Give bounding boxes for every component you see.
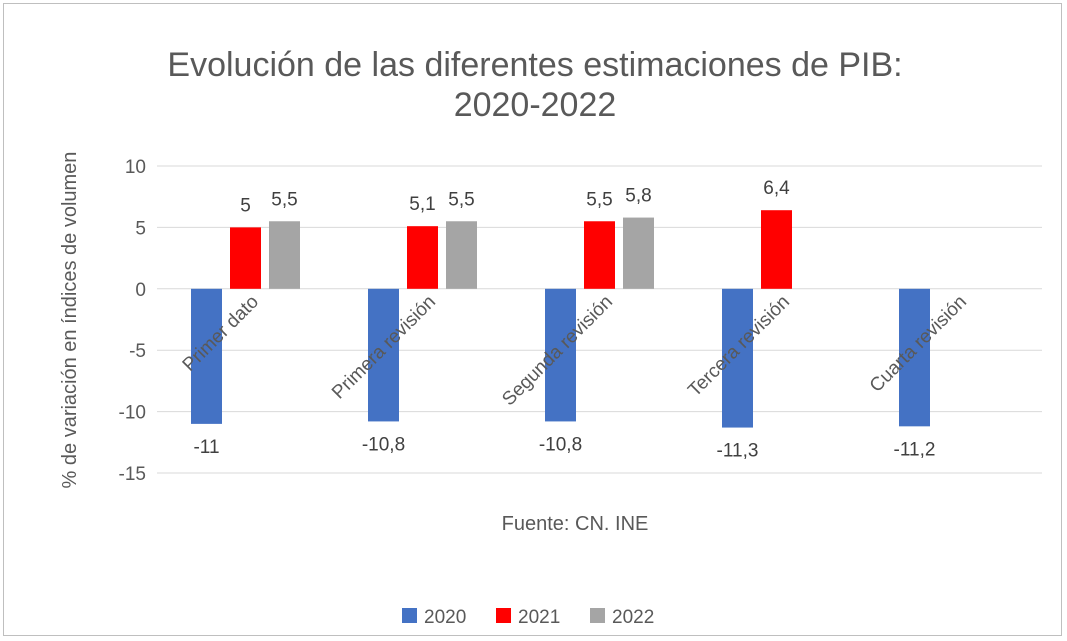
legend-label-2020: 2020 [424,607,466,628]
legend-swatch-2021 [496,608,511,623]
data-label-2021-4: 6,4 [763,178,790,199]
bar-2021-2 [407,226,438,289]
y-tick-label: -10 [119,403,146,424]
bar-2022-1 [269,221,300,289]
bar-2021-4 [761,210,792,289]
y-tick-label: 10 [125,157,146,178]
y-tick-label: -5 [129,341,146,362]
data-label-2022-3: 5,8 [625,186,651,207]
data-label-2021-1: 5 [240,195,251,216]
data-label-2022-1: 5,5 [271,189,297,210]
bar-2020-4 [722,288,753,428]
legend-swatch-2022 [590,608,605,623]
data-label-2022-2: 5,5 [448,189,474,210]
data-label-2020-3: -10,8 [539,434,582,455]
y-tick-label: -15 [119,464,146,485]
data-label-2020-1: -11 [193,437,219,458]
bar-2020-3 [545,288,576,422]
data-label-2020-2: -10,8 [362,434,405,455]
bar-2020-1 [191,288,222,424]
y-axis-title: % de variación en índices de volumen [59,152,81,489]
data-label-2020-5: -11,2 [894,439,936,460]
chart-frame [3,3,1062,636]
data-label-2020-4: -11,3 [717,441,759,462]
chart-subtitle: 2020-2022 [454,86,617,124]
source-note: Fuente: CN. INE [502,513,649,535]
bar-2020-5 [899,288,930,427]
y-tick-label: 0 [135,280,146,301]
legend-label-2021: 2021 [518,607,560,628]
data-label-2021-2: 5,1 [409,194,435,215]
chart-title: Evolución de las diferentes estimaciones… [167,46,902,84]
legend-label-2022: 2022 [612,607,654,628]
data-label-2021-3: 5,5 [586,189,612,210]
bar-2021-1 [230,227,261,289]
bar-2022-3 [623,217,654,289]
legend-swatch-2020 [402,608,417,623]
y-tick-label: 5 [135,218,146,239]
bar-2020-2 [368,288,399,422]
bar-2021-3 [584,221,615,289]
bar-2022-2 [446,221,477,289]
